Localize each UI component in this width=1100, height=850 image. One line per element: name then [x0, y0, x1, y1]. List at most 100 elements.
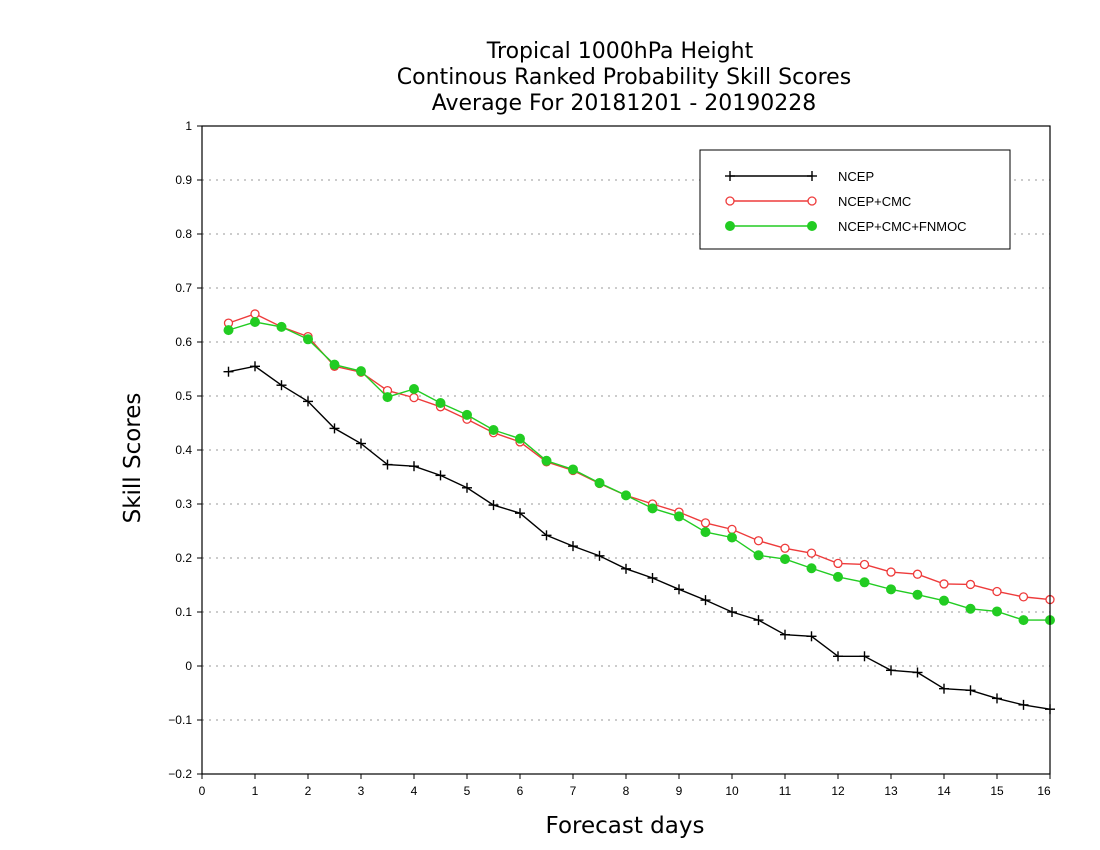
data-point: [250, 361, 260, 372]
data-point: [515, 508, 525, 519]
data-point: [727, 524, 737, 535]
data-point: [329, 359, 340, 370]
x-tick-label: 15: [990, 784, 1004, 798]
series-ncep-cmc-fnmoc: [223, 317, 1055, 626]
data-point: [886, 665, 896, 676]
data-point: [435, 470, 446, 481]
legend-entry: NCEP+CMC: [725, 194, 911, 209]
data-point: [1018, 615, 1029, 626]
x-tick-label: 8: [623, 784, 630, 798]
data-point: [462, 409, 472, 420]
y-tick-label: 0.8: [175, 227, 192, 241]
y-tick-label: 0.6: [175, 335, 192, 349]
data-point: [780, 543, 790, 553]
x-tick-label: 14: [937, 784, 951, 798]
y-tick-label: 0.4: [175, 443, 192, 457]
x-tick-label: 3: [358, 784, 365, 798]
y-tick-label: 0.7: [175, 281, 192, 295]
data-point: [409, 392, 419, 403]
x-tick-label: 1: [252, 784, 259, 798]
y-tick-label: 0.5: [175, 389, 192, 403]
data-point: [1018, 592, 1029, 602]
y-tick-label: 0: [185, 659, 192, 673]
series-line: [228, 321, 1050, 621]
x-tick-label: 4: [411, 784, 418, 798]
data-point: [541, 455, 552, 466]
y-tick-label: −0.2: [168, 767, 192, 781]
title-line-3: Average For 20181201 - 20190228: [432, 91, 817, 116]
y-tick-label: 0.1: [175, 605, 192, 619]
data-point: [488, 500, 499, 511]
series-line: [228, 313, 1051, 601]
data-point: [806, 548, 817, 558]
data-point: [859, 559, 870, 570]
data-point: [859, 651, 870, 662]
legend-label: NCEP+CMC: [838, 194, 911, 209]
legend-entry: NCEP: [725, 169, 874, 184]
title-line-1: Tropical 1000hPa Height: [486, 39, 754, 64]
y-axis-title: Skill Scores: [120, 393, 146, 524]
legend-entry: NCEP+CMC+FNMOC: [725, 219, 967, 234]
data-point: [594, 550, 605, 561]
data-point: [833, 558, 843, 569]
data-point: [753, 550, 764, 561]
data-point: [939, 595, 949, 606]
data-point: [250, 317, 260, 328]
data-point: [594, 477, 605, 488]
x-tick-label: 7: [570, 784, 577, 798]
data-point: [727, 532, 737, 543]
data-point: [992, 693, 1002, 704]
x-axis-title: Forecast days: [546, 813, 705, 839]
data-point: [356, 438, 366, 449]
data-point: [223, 366, 234, 377]
x-tick-label: 2: [305, 784, 312, 798]
x-tick-label: 0: [199, 784, 206, 798]
data-point: [886, 584, 896, 595]
x-tick-label: 16: [1037, 784, 1051, 798]
series-layer: [223, 309, 1055, 715]
x-tick-label: 9: [676, 784, 683, 798]
x-tick-label: 11: [779, 784, 792, 798]
legend-marker: [807, 196, 817, 206]
data-point: [780, 629, 790, 640]
data-point: [647, 503, 658, 514]
legend-label: NCEP: [838, 169, 874, 184]
data-point: [912, 667, 923, 678]
data-point: [859, 577, 870, 588]
data-point: [276, 321, 287, 332]
data-point: [965, 685, 976, 696]
legend-marker: [725, 221, 735, 231]
plot-frame: [201, 125, 1051, 775]
data-point: [647, 572, 658, 583]
y-tick-label: 0.3: [175, 497, 192, 511]
data-point: [515, 433, 525, 444]
data-point: [674, 584, 684, 595]
data-point: [303, 334, 313, 345]
data-point: [780, 554, 790, 565]
legend-marker: [725, 196, 735, 206]
data-point: [674, 511, 684, 522]
data-point: [409, 383, 419, 394]
gridlines: [202, 179, 1050, 721]
series-ncep-cmc: [223, 309, 1055, 605]
data-point: [329, 423, 340, 434]
data-point: [568, 464, 578, 475]
data-point: [568, 541, 578, 552]
data-point: [912, 569, 923, 579]
data-point: [806, 563, 817, 574]
data-point: [753, 615, 764, 626]
data-point: [356, 366, 366, 377]
axes: −0.2−0.100.10.20.30.40.50.60.70.80.910 1 2…: [168, 119, 1051, 798]
data-point: [939, 683, 949, 694]
data-point: [992, 586, 1002, 597]
data-point: [541, 530, 552, 541]
data-point: [700, 527, 711, 538]
data-point: [965, 579, 976, 590]
series-ncep: [223, 361, 1055, 715]
data-point: [833, 571, 843, 582]
chart-title: Tropical 1000hPa Height Continous Ranked…: [397, 39, 851, 116]
data-point: [912, 589, 923, 600]
data-point: [621, 563, 631, 574]
legend-marker: [807, 221, 817, 231]
